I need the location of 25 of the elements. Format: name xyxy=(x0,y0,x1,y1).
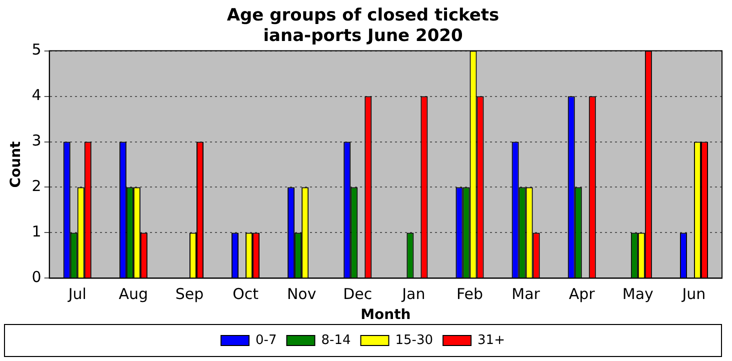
y-tick-label: 0 xyxy=(32,268,42,286)
y-axis-title: Count xyxy=(8,140,24,188)
x-tick-label: Dec xyxy=(343,285,372,304)
x-tick-label: Apr xyxy=(568,285,596,304)
x-tick-label: Mar xyxy=(512,285,541,304)
x-tick-label: Feb xyxy=(456,285,484,304)
chart-title: Age groups of closed tickets iana-ports June 2020 xyxy=(226,6,500,46)
legend-label: 15-30 xyxy=(395,332,434,348)
y-tick-label: 1 xyxy=(32,222,42,241)
y-tick-label: 3 xyxy=(32,132,42,150)
x-tick-label: Jun xyxy=(681,285,706,304)
x-tick-label: Jul xyxy=(67,285,86,304)
y-tick-label: 4 xyxy=(32,86,42,104)
x-tick-label: Aug xyxy=(118,285,148,304)
y-tick-label: 5 xyxy=(32,40,42,59)
x-tick-label: Jan xyxy=(401,285,426,304)
x-tick-label: Sep xyxy=(175,285,204,304)
x-tick-label: Oct xyxy=(232,285,259,304)
legend-label: 0-7 xyxy=(256,332,277,348)
x-axis-title: Month xyxy=(360,307,411,324)
y-tick-label: 2 xyxy=(32,177,42,196)
x-tick-label: Nov xyxy=(286,285,316,304)
x-tick-label: May xyxy=(622,285,654,304)
legend-label: 31+ xyxy=(478,332,505,348)
legend-label: 8-14 xyxy=(321,332,351,348)
